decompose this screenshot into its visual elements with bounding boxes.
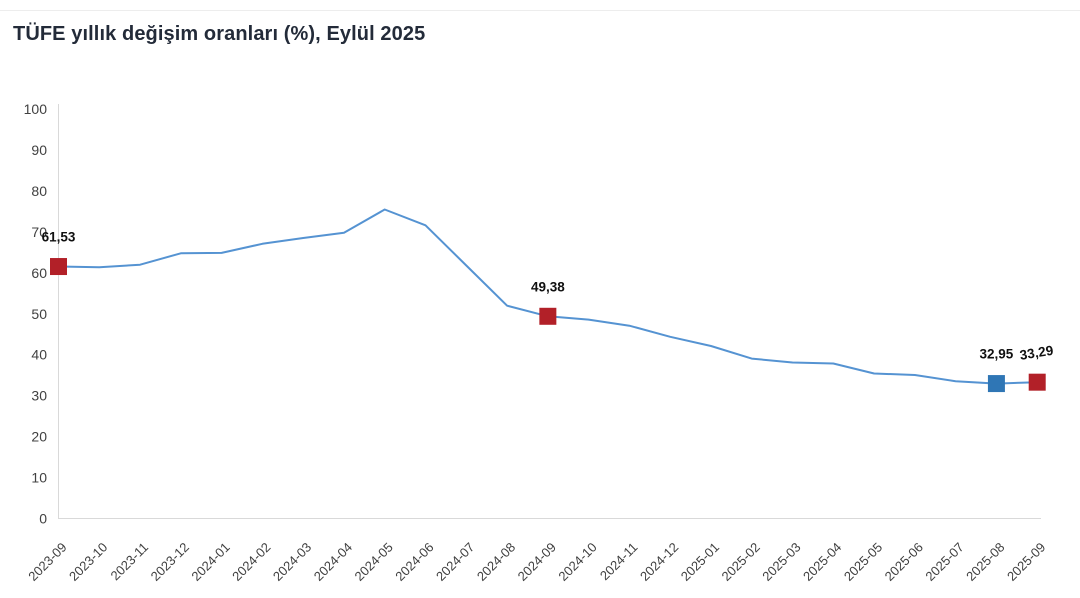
point-marker[interactable] bbox=[539, 307, 557, 325]
x-tick-label: 2025-05 bbox=[841, 540, 885, 584]
x-tick-label: 2024-10 bbox=[555, 540, 599, 584]
x-tick-label: 2024-01 bbox=[188, 540, 232, 584]
x-tick-label: 2025-03 bbox=[759, 540, 803, 584]
x-tick-label: 2023-11 bbox=[108, 540, 152, 584]
x-tick-label: 2024-09 bbox=[515, 540, 559, 584]
x-tick-label: 2024-08 bbox=[474, 540, 518, 584]
x-tick-label: 2025-09 bbox=[1004, 540, 1048, 584]
point-label: 33,29 bbox=[1019, 343, 1055, 363]
x-tick-label: 2023-10 bbox=[66, 540, 110, 584]
y-tick-label: 30 bbox=[31, 388, 47, 404]
chart-title: TÜFE yıllık değişim oranları (%), Eylül … bbox=[13, 23, 426, 45]
point-label: 61,53 bbox=[42, 230, 76, 245]
y-tick-label: 80 bbox=[31, 183, 47, 199]
x-tick-label: 2024-03 bbox=[270, 540, 314, 584]
y-tick-label: 40 bbox=[31, 347, 47, 363]
point-marker[interactable] bbox=[1028, 373, 1046, 391]
x-tick-label: 2025-01 bbox=[678, 540, 722, 584]
top-divider bbox=[0, 10, 1080, 11]
x-tick-label: 2024-11 bbox=[597, 540, 641, 584]
x-tick-label: 2024-12 bbox=[637, 540, 681, 584]
y-tick-label: 60 bbox=[31, 265, 47, 281]
x-tick-label: 2025-04 bbox=[800, 540, 844, 584]
x-tick-label: 2024-06 bbox=[392, 540, 436, 584]
x-tick-label: 2025-06 bbox=[882, 540, 926, 584]
x-tick-label: 2023-09 bbox=[25, 540, 69, 584]
x-tick-label: 2024-02 bbox=[229, 540, 273, 584]
y-tick-label: 0 bbox=[39, 511, 47, 527]
y-tick-label: 10 bbox=[31, 470, 47, 486]
x-tick-label: 2025-02 bbox=[719, 540, 763, 584]
point-label: 49,38 bbox=[531, 279, 565, 294]
series-line bbox=[57, 208, 1039, 385]
y-tick-label: 70 bbox=[31, 224, 47, 240]
x-tick-label: 2024-07 bbox=[433, 540, 477, 584]
x-tick-label: 2023-12 bbox=[148, 540, 192, 584]
y-tick-label: 90 bbox=[31, 142, 47, 158]
y-tick-label: 100 bbox=[24, 101, 48, 117]
x-tick-label: 2024-05 bbox=[352, 540, 396, 584]
x-tick-label: 2025-07 bbox=[922, 540, 966, 584]
point-label: 32,95 bbox=[980, 347, 1014, 362]
x-tick-label: 2024-04 bbox=[311, 540, 355, 584]
x-tick-label: 2025-08 bbox=[963, 540, 1007, 584]
y-tick-label: 20 bbox=[31, 429, 47, 445]
point-marker[interactable] bbox=[50, 258, 67, 276]
y-tick-label: 50 bbox=[31, 306, 47, 322]
point-marker[interactable] bbox=[987, 375, 1005, 393]
